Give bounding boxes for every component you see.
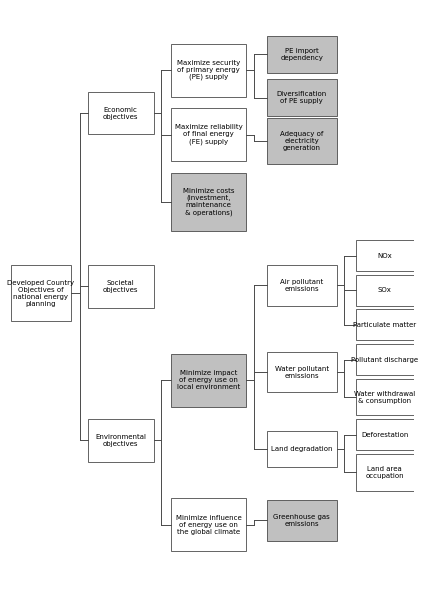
Text: Land degradation: Land degradation [271,446,333,452]
Text: Environmental
objectives: Environmental objectives [95,434,146,447]
Bar [267,79,337,116]
Bar [356,275,414,305]
Bar [88,419,153,462]
Bar [171,44,246,96]
Bar [171,354,246,407]
Bar [171,498,246,551]
Text: Maximize reliability
of final energy
(FE) supply: Maximize reliability of final energy (FE… [175,124,242,145]
Text: Water withdrawal
& consumption: Water withdrawal & consumption [354,391,415,404]
Bar [11,265,71,321]
Text: Water pollutant
emissions: Water pollutant emissions [275,366,329,379]
Bar [356,379,414,416]
Text: Developed Country
Objectives of
national energy
planning: Developed Country Objectives of national… [7,279,74,307]
Bar [267,36,337,73]
Bar [356,240,414,271]
Text: Land area
occupation: Land area occupation [366,466,404,479]
Text: SOx: SOx [378,287,391,293]
Text: Minimize costs
(investment,
maintenance
& operations): Minimize costs (investment, maintenance … [183,188,234,215]
Text: Diversification
of PE supply: Diversification of PE supply [277,91,327,104]
Text: Minimize impact
of energy use on
local environment: Minimize impact of energy use on local e… [177,370,240,390]
Text: Particulate matter: Particulate matter [353,322,416,328]
Bar [267,431,337,468]
Bar [356,419,414,450]
Text: Adequacy of
electricity
generation: Adequacy of electricity generation [280,131,323,151]
Text: Greenhouse gas
emissions: Greenhouse gas emissions [273,514,330,527]
Text: PE import
dependency: PE import dependency [280,48,323,61]
Text: Pollutant discharge: Pollutant discharge [351,356,418,362]
Bar [267,265,337,305]
Bar [171,108,246,161]
Bar [88,265,153,308]
Bar [356,344,414,375]
Text: Maximize security
of primary energy
(PE) supply: Maximize security of primary energy (PE)… [177,60,240,81]
Text: Societal
objectives: Societal objectives [103,280,139,293]
Bar [356,310,414,340]
Bar [171,173,246,230]
Bar [88,92,153,134]
Bar [267,500,337,540]
Text: NOx: NOx [377,253,392,259]
Bar [267,352,337,392]
Text: Deforestation: Deforestation [361,432,408,437]
Bar [356,454,414,491]
Text: Economic
objectives: Economic objectives [103,107,139,120]
Bar [267,118,337,164]
Text: Air pollutant
emissions: Air pollutant emissions [280,279,323,292]
Text: Minimize influence
of energy use on
the global climate: Minimize influence of energy use on the … [176,514,241,535]
